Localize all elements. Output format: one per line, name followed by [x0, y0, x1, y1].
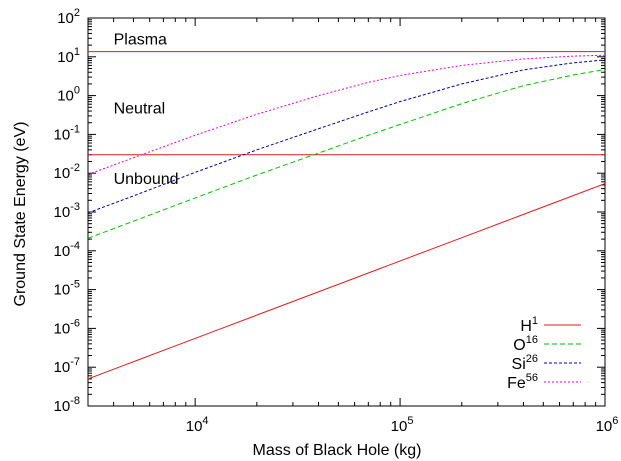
- series-line-o: [88, 69, 605, 239]
- plot-area: 10-8 10-7 10-6 10-5 10-4 10-3 10-2 10-1 100 101 10…: [54, 7, 619, 435]
- region-label-plasma: Plasma: [114, 31, 167, 48]
- y-tick-label: 10-2: [54, 162, 80, 182]
- y-tick-label: 101: [57, 46, 80, 66]
- x-tick-label: 104: [186, 415, 209, 435]
- y-axis-title: Ground State Energy (eV): [12, 122, 29, 307]
- region-label-unbound: Unbound: [114, 171, 179, 188]
- y-tick-label: 102: [57, 7, 80, 27]
- x-axis-title: Mass of Black Hole (kg): [253, 442, 422, 459]
- y-tick-label: 100: [57, 85, 80, 105]
- series-line-h: [88, 183, 605, 380]
- y-tick-label: 10-6: [54, 317, 80, 337]
- plot-frame: [87, 17, 606, 407]
- legend-label: Fe56: [507, 372, 538, 392]
- y-tick-label: 10-5: [54, 279, 80, 299]
- legend-label: O16: [513, 334, 538, 354]
- y-tick-label: 10-1: [54, 123, 80, 143]
- y-tick-label: 10-3: [54, 201, 80, 221]
- x-tick-label: 106: [596, 415, 619, 435]
- series-line-si: [88, 59, 605, 214]
- region-label-neutral: Neutral: [114, 100, 166, 117]
- series-line-fe: [88, 54, 605, 175]
- legend-label: H1: [520, 315, 538, 335]
- y-tick-label: 10-7: [54, 356, 80, 376]
- x-tick-label: 105: [391, 415, 414, 435]
- y-tick-label: 10-4: [54, 240, 80, 260]
- y-tick-label: 10-8: [54, 395, 80, 415]
- series-group: [88, 51, 605, 380]
- legend-label: Si26: [512, 353, 538, 373]
